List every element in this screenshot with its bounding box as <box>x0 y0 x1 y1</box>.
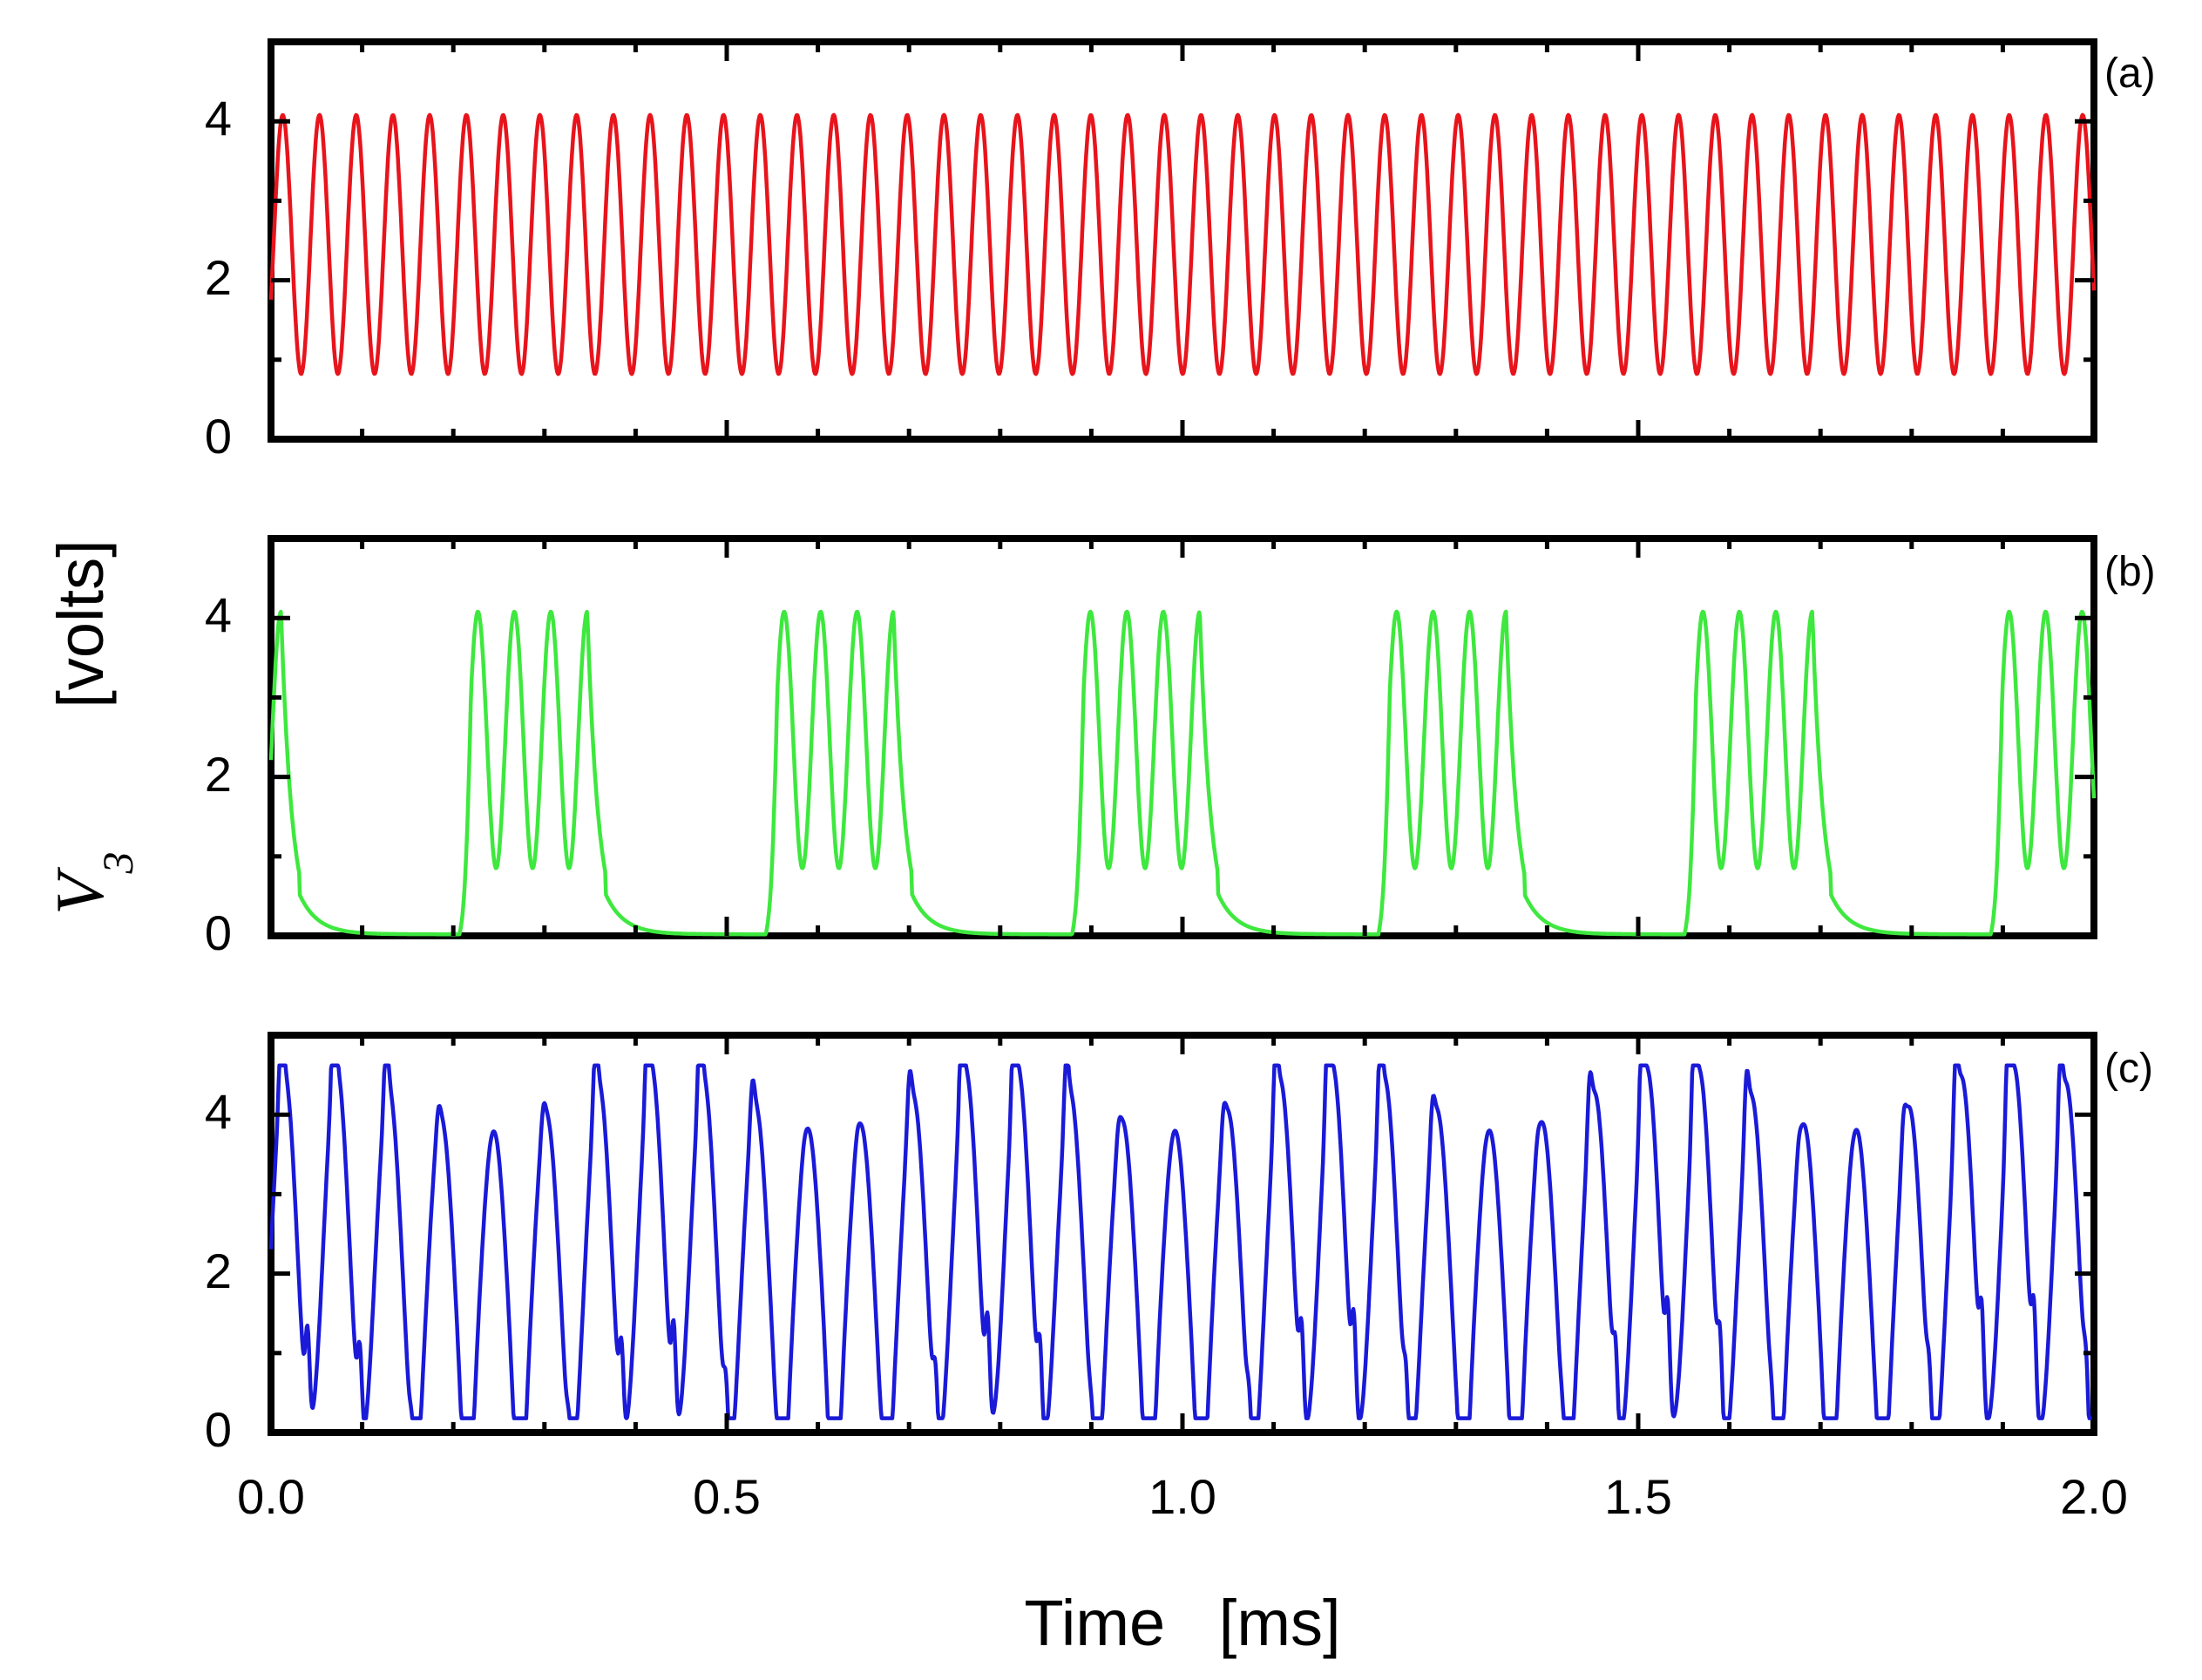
panel-a-label: (a) <box>2104 51 2156 97</box>
panel-a: (a) <box>268 38 2156 443</box>
panel-a-frame <box>268 38 2097 443</box>
y-axis-variable: V <box>42 866 118 915</box>
y-tick-label: 0 <box>205 409 232 464</box>
y-tick-label: 2 <box>205 1243 232 1298</box>
y-tick-label: 0 <box>205 905 232 960</box>
panel-b-frame <box>268 535 2097 939</box>
x-tick-label: 1.5 <box>1604 1469 1672 1524</box>
y-tick-label: 4 <box>205 91 232 146</box>
y-tick-label: 4 <box>205 1084 232 1139</box>
y-tick-label: 2 <box>205 250 232 305</box>
panel-b-label: (b) <box>2104 549 2156 595</box>
panel-b-ticks <box>268 536 2097 938</box>
panel-c-label: (c) <box>2104 1046 2153 1092</box>
x-axis-title: Time [ms] <box>1024 1587 1340 1659</box>
series-a-line <box>268 112 2097 376</box>
y-tick-labels: 0 2 4 0 2 4 0 2 4 <box>205 91 232 1457</box>
panel-b: (b) <box>268 535 2156 939</box>
x-tick-labels: 0.0 0.5 1.0 1.5 2.0 <box>237 1469 2128 1524</box>
y-tick-label: 2 <box>205 747 232 802</box>
x-tick-label: 0.0 <box>237 1469 305 1524</box>
series-b-line <box>268 609 2097 937</box>
panel-c-ticks <box>268 1033 2097 1435</box>
panel-c: (c) <box>268 1032 2153 1436</box>
panel-a-ticks <box>268 39 2097 442</box>
y-axis-subscript: 3 <box>93 852 142 875</box>
y-axis-unit: [volts] <box>44 539 117 708</box>
series-c-line <box>268 1063 2096 1420</box>
y-axis-title: [volts] 3 V <box>42 539 142 914</box>
x-tick-label: 2.0 <box>2060 1469 2128 1524</box>
x-tick-label: 0.5 <box>693 1469 761 1524</box>
x-tick-label: 1.0 <box>1148 1469 1216 1524</box>
y-tick-label: 0 <box>205 1402 232 1457</box>
y-tick-label: 4 <box>205 587 232 642</box>
